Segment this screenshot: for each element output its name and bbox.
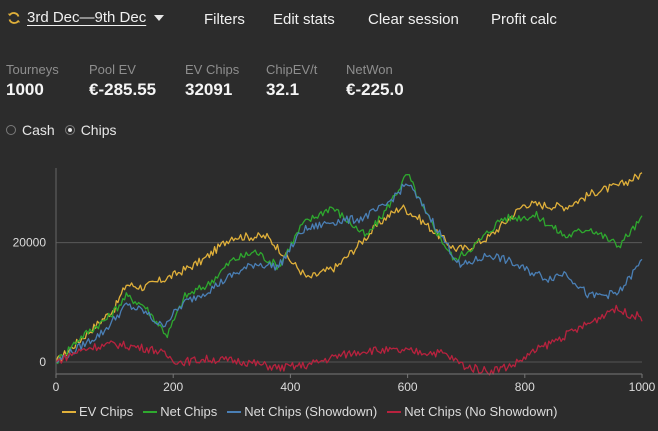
stat-label: Pool EV: [89, 62, 136, 77]
stat-tourneys: Tourneys 1000: [6, 62, 59, 100]
stat-label: NetWon: [346, 62, 393, 77]
stat-chipev-per-t: ChipEV/t 32.1: [266, 62, 317, 100]
stat-value: €-225.0: [346, 80, 404, 99]
chips-radio[interactable]: Chips: [64, 122, 117, 138]
profit-calc-button[interactable]: Profit calc: [491, 11, 557, 28]
chart-axes: 0 20000 0 200 400 600 800 1000: [13, 168, 656, 394]
chevron-down-icon: [154, 14, 165, 21]
series-line: [55, 173, 643, 365]
legend-swatch: [387, 410, 402, 413]
sync-icon: [7, 11, 21, 24]
date-range-selector[interactable]: 3rd Dec—9th Dec: [7, 9, 165, 26]
stat-value: 32091: [185, 80, 233, 99]
x-tick-label: 800: [515, 380, 535, 394]
legend-label: Net Chips: [160, 404, 218, 419]
chart-series: [55, 172, 643, 376]
cash-radio[interactable]: Cash: [6, 122, 55, 138]
stat-ev-chips: EV Chips 32091: [185, 62, 239, 100]
legend-swatch: [227, 410, 242, 413]
y-tick-label: 0: [39, 355, 46, 369]
legend-label: EV Chips: [79, 404, 134, 419]
legend-item[interactable]: EV Chips: [62, 404, 133, 419]
radio-selected-icon: [64, 125, 75, 135]
legend-label: Net Chips (Showdown): [244, 404, 378, 419]
chips-label: Chips: [80, 122, 117, 138]
legend-swatch: [62, 410, 76, 413]
legend-item[interactable]: Net Chips (Showdown): [227, 404, 377, 419]
series-line: [56, 183, 643, 363]
chart-legend: EV Chips Net Chips Net Chips (Showdown) Net…: [62, 404, 567, 419]
stat-label: ChipEV/t: [266, 62, 318, 77]
stat-value: €-285.55: [89, 80, 157, 99]
legend-swatch: [143, 410, 158, 413]
cash-label: Cash: [22, 122, 55, 138]
legend-item[interactable]: Net Chips (No Showdown): [387, 404, 557, 419]
legend-item[interactable]: Net Chips: [143, 404, 217, 419]
edit-stats-button[interactable]: Edit stats: [273, 11, 335, 28]
stat-pool-ev: Pool EV €-285.55: [89, 62, 156, 100]
x-tick-label: 400: [280, 380, 300, 394]
stat-label: EV Chips: [185, 62, 240, 77]
date-range-label: 3rd Dec—9th Dec: [27, 9, 147, 26]
chips-chart: 0 20000 0 200 400 600 800 1000: [13, 168, 656, 394]
mode-toggle: Cash Chips: [6, 122, 126, 138]
clear-session-button[interactable]: Clear session: [368, 11, 459, 28]
x-tick-label: 600: [398, 380, 418, 394]
stats-panel: Tourneys 1000 Pool EV €-285.55 EV Chips …: [0, 62, 658, 106]
x-tick-label: 200: [163, 380, 183, 394]
radio-icon: [6, 125, 16, 135]
series-line: [55, 304, 643, 376]
y-tick-label: 20000: [13, 236, 47, 250]
top-toolbar: 3rd Dec—9th Dec Filters Edit stats Clear…: [0, 0, 658, 38]
chart-grid: [56, 242, 642, 363]
stat-value: 1000: [6, 80, 44, 99]
stat-label: Tourneys: [6, 62, 59, 77]
filters-button[interactable]: Filters: [204, 11, 245, 28]
series-line: [55, 172, 643, 363]
stat-netwon: NetWon €-225.0: [346, 62, 404, 100]
x-tick-label: 1000: [629, 380, 656, 394]
x-tick-label: 0: [53, 380, 60, 394]
stat-value: 32.1: [266, 80, 300, 99]
legend-label: Net Chips (No Showdown): [404, 404, 558, 419]
